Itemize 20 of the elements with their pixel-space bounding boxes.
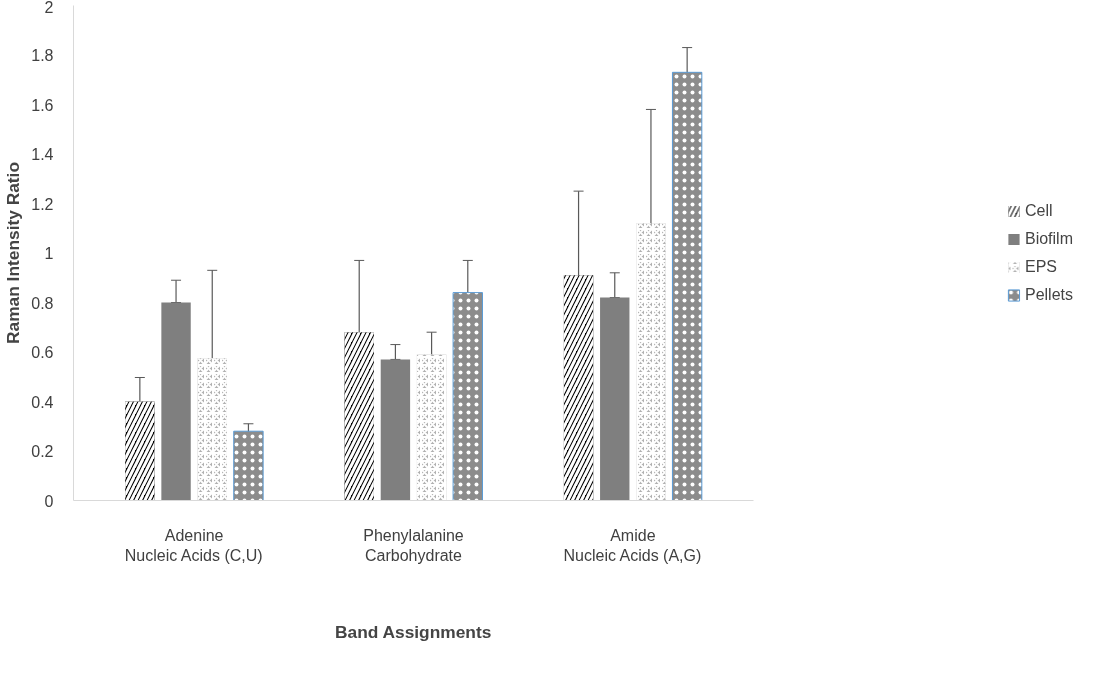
y-tick-label: 0.8 [31,294,54,312]
legend-label: Cell [1024,201,1053,220]
y-tick-label: 0.6 [31,344,54,361]
x-tick-label: Adenine Nucleic Acids (C,U) [124,526,263,564]
y-tick-label: 1.8 [31,47,54,64]
x-axis-title: Band Assignments [335,621,492,642]
y-tick-label: 1.2 [31,195,54,213]
y-tick-label: 1 [44,245,54,262]
y-tick-label: 1.6 [31,96,54,114]
y-tick-label: 2 [44,0,54,16]
legend-label: Biofilm [1024,229,1073,248]
y-axis-title: Raman Intensity Ratio [3,162,24,344]
legend-label: EPS [1024,257,1057,276]
x-tick-label: Amide Nucleic Acids (A,G) [563,526,702,564]
x-tick-label: Phenylalanine Carbohydrate [363,526,464,564]
y-tick-label: 0.2 [31,443,54,460]
legend-label: Pellets [1024,285,1074,304]
y-tick-label: 0 [44,492,54,510]
y-tick-label: 1.4 [31,146,54,163]
y-tick-label: 0.4 [31,393,54,411]
